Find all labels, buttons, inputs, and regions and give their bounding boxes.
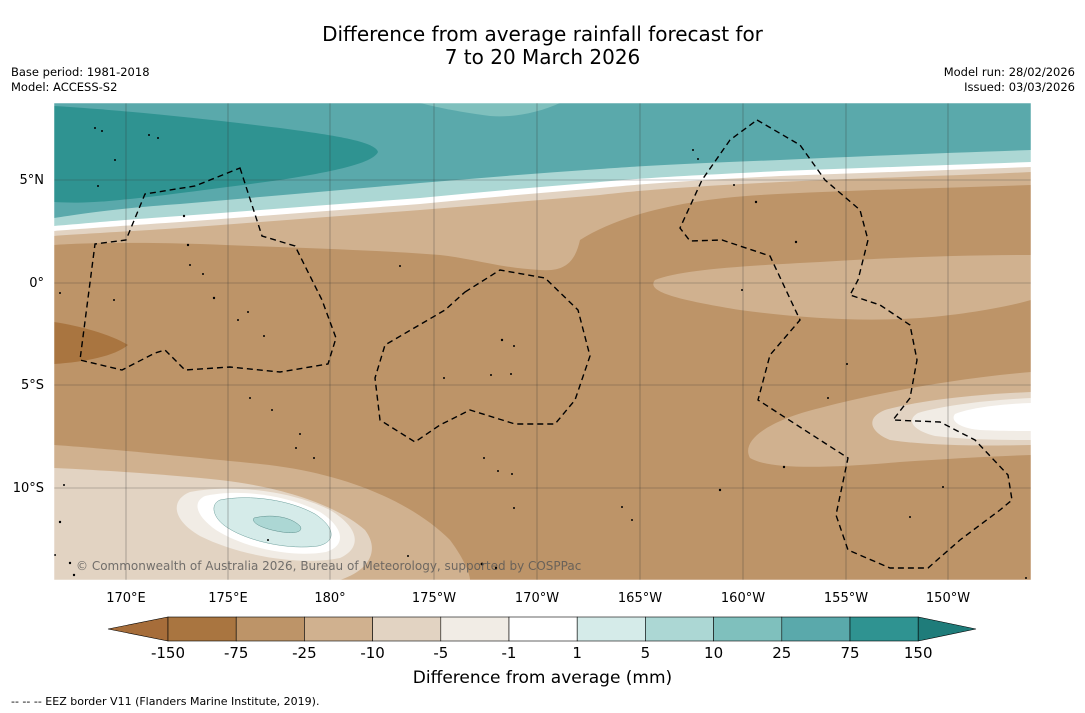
- map-frame: [53, 102, 1032, 581]
- eez-borders: [79, 119, 1013, 569]
- colorbar-segment: [781, 616, 851, 642]
- colorbar: -150 -75 -25 -10 -5 -1 1 5 10 25 75 150: [107, 616, 977, 662]
- colorbar-tick-label: 75: [840, 644, 859, 662]
- colorbar-segment: [372, 616, 442, 642]
- latitude-labels: 5°N 0° 5°S 10°S: [13, 173, 44, 496]
- colorbar-tick-label: 150: [904, 644, 933, 662]
- dry-core-west: [54, 322, 128, 364]
- graticule: [54, 103, 1031, 580]
- meta-right: Model run: 28/02/2026 Issued: 03/03/2026: [944, 65, 1075, 95]
- longitude-labels: 170°E 175°E 180° 175°W 170°W 165°W 160°W…: [106, 591, 970, 606]
- eez-footnote: -- -- -- EEZ border V11 (Flanders Marine…: [11, 695, 320, 708]
- lon-label: 155°W: [824, 591, 868, 606]
- eez-kiribati-line: [679, 119, 1013, 569]
- lon-label: 170°W: [515, 591, 559, 606]
- lon-label: 160°W: [721, 591, 765, 606]
- colorbar-tick-label: 10: [704, 644, 723, 662]
- meta-left: Base period: 1981-2018 Model: ACCESS-S2: [11, 65, 150, 95]
- colorbar-extend-low: [107, 616, 169, 642]
- lat-label-0: 0°: [29, 276, 44, 291]
- colorbar-segment: [440, 616, 510, 642]
- colorbar-tick-label: -150: [151, 644, 185, 662]
- lat-label-10s: 10°S: [13, 481, 44, 496]
- colorbar-segment: [235, 616, 305, 642]
- lon-label: 175°E: [208, 591, 248, 606]
- copyright-notice: © Commonwealth of Australia 2026, Bureau…: [76, 559, 581, 573]
- lon-label: 175°W: [412, 591, 456, 606]
- colorbar-tick-label: 25: [772, 644, 791, 662]
- colorbar-tick-label: -5: [433, 644, 448, 662]
- colorbar-tick-label: 5: [641, 644, 651, 662]
- colorbar-segment: [576, 616, 646, 642]
- lon-label: 170°E: [106, 591, 146, 606]
- colorbar-extend-high: [917, 616, 977, 642]
- wet-band-75: [54, 106, 378, 203]
- wet-spot-10: [253, 515, 302, 533]
- wet-band-top-light: [420, 103, 560, 117]
- colorbar-tick-label: -75: [224, 644, 249, 662]
- colorbar-title: Difference from average (mm): [412, 668, 673, 688]
- map-title-line1: Difference from average rainfall forecas…: [322, 22, 763, 46]
- lon-label: 180°: [314, 591, 345, 606]
- eez-kiribati-gilbert: [79, 167, 337, 373]
- base-period: Base period: 1981-2018: [11, 65, 150, 79]
- issued-date: Issued: 03/03/2026: [964, 80, 1075, 94]
- colorbar-segment: [304, 616, 373, 642]
- east-light-tongue: [653, 255, 1031, 320]
- colorbar-segment: [713, 616, 783, 642]
- colorbar-tick-label: -10: [360, 644, 385, 662]
- colorbar-segment: [167, 616, 237, 642]
- map-area: © Commonwealth of Australia 2026, Bureau…: [54, 103, 1031, 580]
- colorbar-tick-label: -1: [502, 644, 517, 662]
- model-run: Model run: 28/02/2026: [943, 65, 1075, 79]
- colorbar-segment: [508, 616, 578, 642]
- colorbar-segment: [645, 616, 714, 642]
- islands: [54, 127, 1027, 579]
- model-name: Model: ACCESS-S2: [11, 80, 118, 94]
- dry-lobe-southeast-white: [953, 403, 1031, 431]
- colorbar-segment: [849, 616, 919, 642]
- colorbar-tick-label: -25: [292, 644, 317, 662]
- lon-label: 165°W: [618, 591, 662, 606]
- lon-label: 150°W: [926, 591, 970, 606]
- colorbar-tick-label: 1: [572, 644, 582, 662]
- eez-kiribati-phoenix: [374, 269, 591, 443]
- lat-label-5n: 5°N: [20, 173, 45, 188]
- lat-label-5s: 5°S: [21, 378, 44, 393]
- map-title-line2: 7 to 20 March 2026: [444, 45, 641, 69]
